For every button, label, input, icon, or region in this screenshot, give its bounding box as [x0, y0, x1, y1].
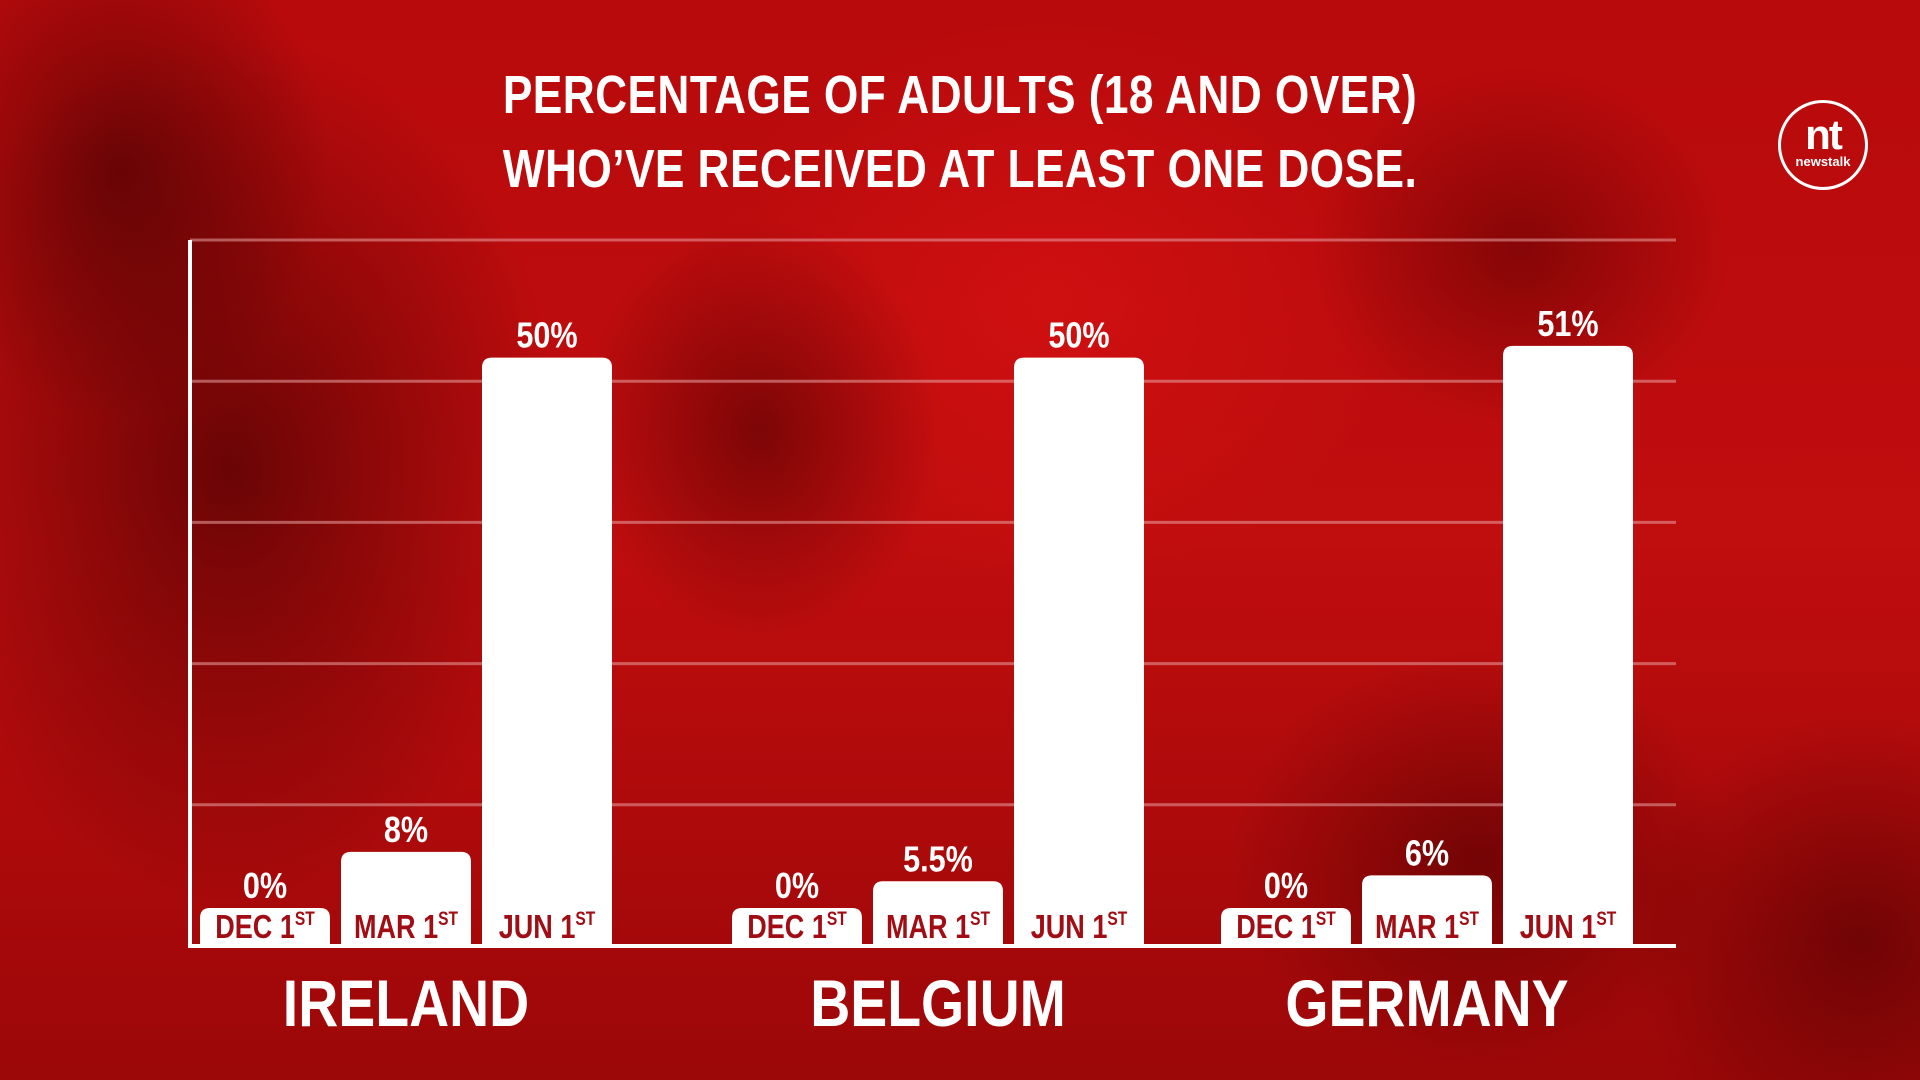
- bar-ireland-dec-1: [200, 908, 330, 946]
- category-label-sup: ST: [1459, 908, 1479, 930]
- group-label-germany: GERMANY: [1285, 966, 1568, 1040]
- bar-belgium-mar-1: [873, 881, 1003, 946]
- value-label-germany-dec-1: 0%: [1264, 867, 1308, 907]
- bar-germany-jun-1: [1503, 345, 1633, 946]
- category-label-sup: ST: [295, 908, 315, 930]
- category-label-sup: ST: [575, 908, 595, 930]
- bar-belgium-jun-1: [1014, 357, 1144, 947]
- category-label-sup: ST: [827, 908, 847, 930]
- bar-ireland-mar-1: [341, 851, 471, 946]
- category-label-sup: ST: [1316, 908, 1336, 930]
- bar-germany-mar-1: [1362, 875, 1492, 946]
- value-label-ireland-mar-1: 8%: [384, 811, 428, 851]
- group-label-belgium: BELGIUM: [810, 966, 1066, 1040]
- value-label-belgium-jun-1: 50%: [1048, 316, 1109, 356]
- category-label-sup: ST: [1596, 908, 1616, 930]
- bar-germany-dec-1: [1221, 908, 1351, 946]
- value-label-ireland-jun-1: 50%: [516, 316, 577, 356]
- category-label-sup: ST: [1107, 908, 1127, 930]
- value-label-belgium-dec-1: 0%: [775, 867, 819, 907]
- title-line-1: PERCENTAGE OF ADULTS (18 AND OVER): [502, 65, 1418, 125]
- value-label-germany-mar-1: 6%: [1405, 834, 1449, 874]
- bar-belgium-dec-1: [732, 908, 862, 946]
- logo-wordmark: newstalk: [1795, 154, 1851, 169]
- category-label-sup: ST: [438, 908, 458, 930]
- group-label-ireland: IRELAND: [283, 966, 529, 1040]
- category-label-germany-mar-1: MAR 1ST: [1375, 908, 1479, 946]
- bar-ireland-jun-1: [482, 357, 612, 947]
- newstalk-logo: nt newstalk: [1778, 100, 1868, 190]
- chart-title: PERCENTAGE OF ADULTS (18 AND OVER) WHO’V…: [419, 58, 1501, 206]
- logo-mark: nt: [1805, 111, 1843, 158]
- category-label-sup: ST: [970, 908, 990, 930]
- value-label-germany-jun-1: 51%: [1537, 305, 1598, 345]
- value-label-belgium-mar-1: 5.5%: [903, 840, 973, 880]
- title-line-2: WHO’VE RECEIVED AT LEAST ONE DOSE.: [502, 139, 1418, 199]
- value-label-ireland-dec-1: 0%: [243, 867, 287, 907]
